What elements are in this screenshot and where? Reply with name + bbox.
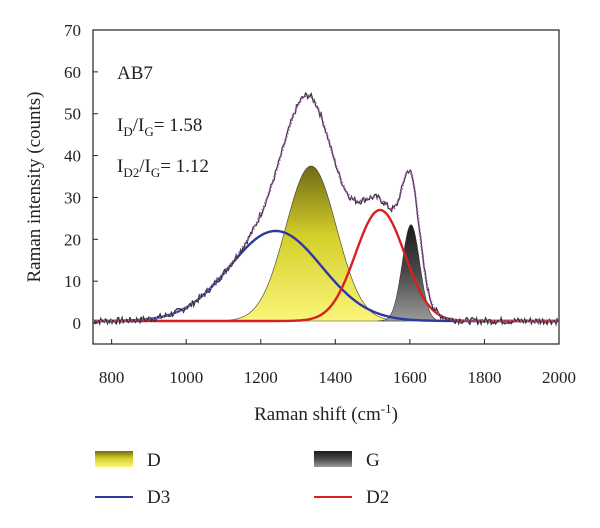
y-tick-label: 50 (64, 105, 81, 124)
y-axis-label: Raman intensity (counts) (24, 91, 45, 282)
y-tick-label: 10 (64, 272, 81, 291)
band-d-fill (215, 165, 407, 322)
legend: D G D3 D2 (95, 450, 389, 508)
legend-swatch-d (95, 451, 133, 467)
y-tick-label: 70 (64, 21, 81, 40)
ratio-id-ig: ID/IG= 1.58 (117, 115, 202, 139)
x-tick-label: 1800 (467, 368, 501, 387)
cumulative-fit (93, 94, 559, 323)
x-tick-label: 1200 (244, 368, 278, 387)
sample-label: AB7 (117, 63, 153, 84)
legend-label-g: G (366, 450, 380, 471)
x-tick-label: 1000 (169, 368, 203, 387)
y-tick-label: 30 (64, 188, 81, 207)
y-tick-label: 40 (64, 147, 81, 166)
y-tick-label: 20 (64, 230, 81, 249)
legend-label-d3: D3 (147, 487, 170, 508)
plot-frame (92, 29, 560, 345)
ratio-id2-ig: ID2/IG= 1.12 (117, 156, 209, 180)
x-axis-label: Raman shift (cm-1) (254, 401, 398, 425)
y-tick-label: 0 (73, 314, 82, 333)
y-tick-label: 60 (64, 63, 81, 82)
legend-label-d: D (147, 450, 161, 471)
x-tick-label: 1400 (318, 368, 352, 387)
x-tick-label: 1600 (393, 368, 427, 387)
legend-swatch-g (314, 451, 352, 467)
x-tick-label: 800 (99, 368, 125, 387)
x-tick-label: 2000 (542, 368, 576, 387)
legend-label-d2: D2 (366, 487, 389, 508)
